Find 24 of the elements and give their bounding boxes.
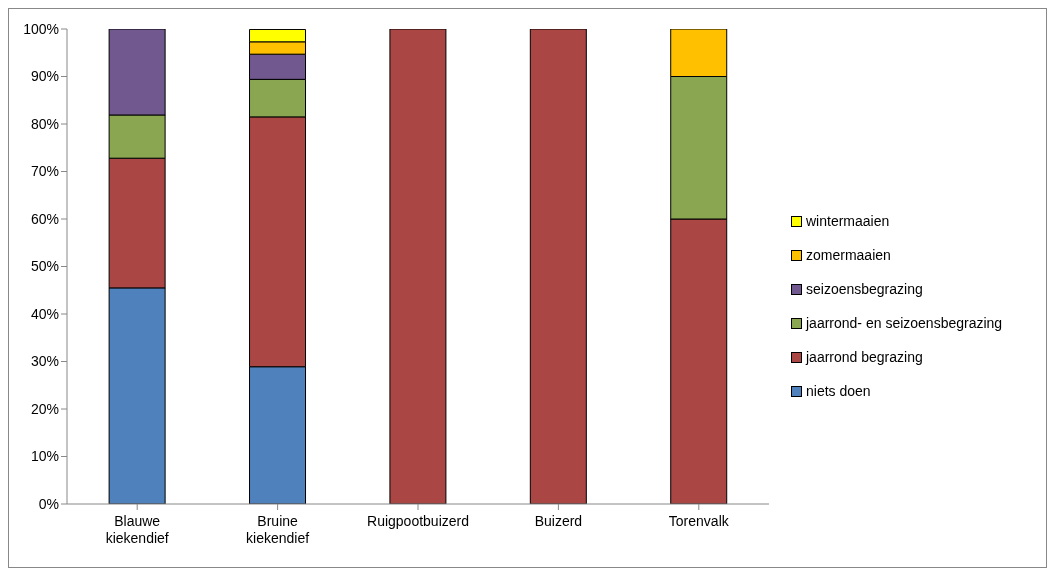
bar xyxy=(529,29,587,504)
legend-label: zomermaaien xyxy=(806,247,891,263)
y-tick-label: 20% xyxy=(30,400,59,417)
legend-label: jaarrond- en seizoensbegrazing xyxy=(806,315,1003,331)
y-tick-label: 80% xyxy=(30,115,59,132)
legend-label: niets doen xyxy=(806,383,871,399)
y-tick-label: 60% xyxy=(30,210,59,227)
x-tick-label: Torenvalk xyxy=(668,513,730,529)
y-tick-label: 50% xyxy=(30,258,59,275)
legend-label: wintermaaien xyxy=(806,213,890,229)
y-tick-label: 10% xyxy=(30,448,59,465)
y-tick-label: 30% xyxy=(30,353,59,370)
y-tick-label: 90% xyxy=(30,68,59,85)
x-tick-label: Bruine kiekendief xyxy=(246,513,310,546)
legend-label: jaarrond begrazing xyxy=(806,349,923,365)
x-tick-label: Ruigpootbuizerd xyxy=(367,513,469,529)
legend-label: seizoensbegrazing xyxy=(806,281,923,297)
y-tick-label: 40% xyxy=(30,305,59,322)
bar xyxy=(389,29,447,504)
x-tick-label: Blauwe kiekendief xyxy=(105,513,169,546)
y-tick-label: 100% xyxy=(23,20,59,37)
x-tick-label: Buizerd xyxy=(534,513,583,529)
y-tick-label: 70% xyxy=(30,163,59,180)
y-tick-label: 0% xyxy=(38,495,59,512)
